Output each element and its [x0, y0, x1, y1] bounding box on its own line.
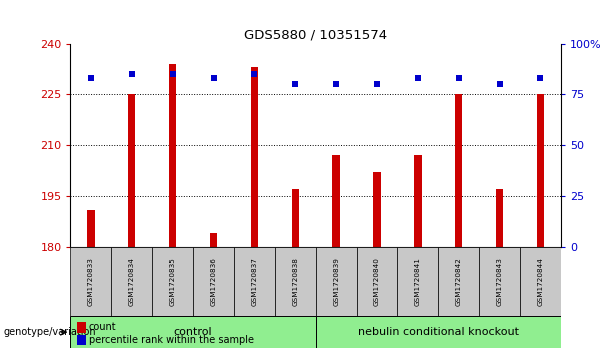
Bar: [210, 233, 217, 247]
Bar: [357, 247, 397, 316]
Text: percentile rank within the sample: percentile rank within the sample: [89, 335, 254, 345]
Bar: [414, 155, 422, 247]
Bar: [112, 247, 152, 316]
Point: [168, 71, 178, 77]
Bar: [397, 247, 438, 316]
Bar: [455, 94, 462, 247]
Bar: [332, 155, 340, 247]
Bar: [70, 247, 112, 316]
Bar: [292, 189, 299, 247]
Text: GSM1720834: GSM1720834: [129, 257, 135, 306]
Text: GSM1720835: GSM1720835: [170, 257, 176, 306]
Point: [413, 75, 423, 81]
Bar: [537, 94, 544, 247]
Bar: [520, 247, 561, 316]
Text: GSM1720843: GSM1720843: [497, 257, 503, 306]
Bar: [234, 247, 275, 316]
Bar: [438, 247, 479, 316]
Text: GSM1720840: GSM1720840: [374, 257, 380, 306]
Text: GSM1720833: GSM1720833: [88, 257, 94, 306]
Text: GSM1720842: GSM1720842: [455, 257, 462, 306]
Point: [208, 75, 218, 81]
Bar: [70, 316, 316, 348]
Point: [495, 81, 504, 87]
Point: [127, 71, 137, 77]
Text: control: control: [173, 327, 213, 337]
Text: GSM1720837: GSM1720837: [251, 257, 257, 306]
Bar: [251, 67, 258, 247]
Point: [249, 71, 259, 77]
Bar: [275, 247, 316, 316]
Point: [454, 75, 463, 81]
Text: GSM1720844: GSM1720844: [538, 257, 544, 306]
Bar: [152, 247, 193, 316]
Bar: [496, 189, 503, 247]
Bar: [169, 64, 177, 247]
Point: [291, 81, 300, 87]
Text: genotype/variation: genotype/variation: [3, 327, 96, 337]
Text: count: count: [89, 322, 116, 332]
Point: [331, 81, 341, 87]
Point: [86, 75, 96, 81]
Text: nebulin conditional knockout: nebulin conditional knockout: [358, 327, 519, 337]
Bar: [479, 247, 520, 316]
Bar: [373, 172, 381, 247]
Text: GSM1720841: GSM1720841: [415, 257, 421, 306]
Point: [372, 81, 382, 87]
Point: [536, 75, 546, 81]
Bar: [316, 316, 561, 348]
Bar: [316, 247, 357, 316]
Title: GDS5880 / 10351574: GDS5880 / 10351574: [244, 28, 387, 41]
Text: GSM1720836: GSM1720836: [210, 257, 216, 306]
Text: GSM1720838: GSM1720838: [292, 257, 299, 306]
Text: GSM1720839: GSM1720839: [333, 257, 339, 306]
Bar: [87, 209, 94, 247]
Bar: [128, 94, 135, 247]
Bar: [193, 247, 234, 316]
